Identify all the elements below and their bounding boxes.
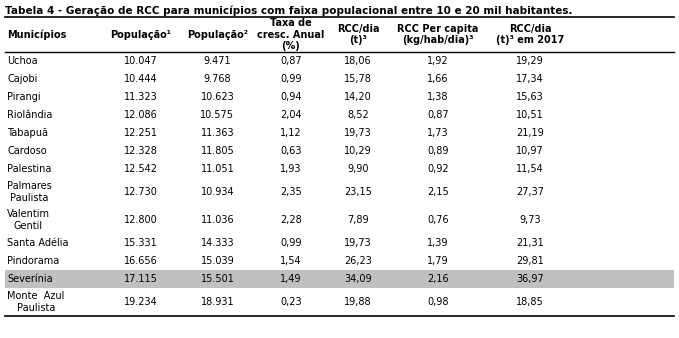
Text: 26,23: 26,23 (344, 256, 372, 266)
Text: 2,04: 2,04 (280, 110, 301, 120)
Text: 1,66: 1,66 (427, 74, 449, 84)
Text: Monte  Azul
Paulista: Monte Azul Paulista (7, 291, 65, 313)
Text: 18.931: 18.931 (200, 297, 234, 307)
Text: 10,97: 10,97 (516, 146, 544, 156)
Text: Taxa de
cresc. Anual
(%): Taxa de cresc. Anual (%) (257, 18, 325, 51)
Text: 12.328: 12.328 (124, 146, 158, 156)
Text: População²: População² (187, 29, 248, 40)
Text: 1,54: 1,54 (280, 256, 301, 266)
Text: 17.115: 17.115 (124, 274, 158, 284)
Text: 11,54: 11,54 (516, 164, 544, 174)
Text: 9.471: 9.471 (204, 56, 232, 66)
Text: 1,79: 1,79 (427, 256, 449, 266)
Text: 0,98: 0,98 (427, 297, 449, 307)
Text: 15.501: 15.501 (200, 274, 234, 284)
Text: Tabapuã: Tabapuã (7, 128, 48, 138)
Text: 8,52: 8,52 (347, 110, 369, 120)
Text: 0,99: 0,99 (280, 238, 301, 248)
Text: 1,73: 1,73 (427, 128, 449, 138)
Text: 0,87: 0,87 (427, 110, 449, 120)
Text: 9.768: 9.768 (204, 74, 232, 84)
Text: 1,39: 1,39 (427, 238, 449, 248)
Text: 12.800: 12.800 (124, 215, 158, 225)
Text: 11.323: 11.323 (124, 92, 158, 102)
Text: 36,97: 36,97 (516, 274, 544, 284)
Text: Palmares
Paulista: Palmares Paulista (7, 181, 52, 203)
Text: Uchoa: Uchoa (7, 56, 37, 66)
Text: 14.333: 14.333 (200, 238, 234, 248)
Text: 19,73: 19,73 (344, 238, 372, 248)
Text: Cajobi: Cajobi (7, 74, 37, 84)
Text: Riolândia: Riolândia (7, 110, 52, 120)
Text: 14,20: 14,20 (344, 92, 372, 102)
Text: 0,99: 0,99 (280, 74, 301, 84)
Text: 11.051: 11.051 (200, 164, 234, 174)
Text: 15.331: 15.331 (124, 238, 158, 248)
Text: 12.251: 12.251 (124, 128, 158, 138)
Text: População¹: População¹ (110, 29, 171, 40)
Text: 10.575: 10.575 (200, 110, 234, 120)
Text: 15.039: 15.039 (200, 256, 234, 266)
Text: 1,92: 1,92 (427, 56, 449, 66)
Text: Pirangi: Pirangi (7, 92, 41, 102)
Text: 15,78: 15,78 (344, 74, 372, 84)
Text: Tabela 4 - Geração de RCC para municípios com faixa populacional entre 10 e 20 m: Tabela 4 - Geração de RCC para município… (5, 5, 572, 16)
Text: RCC/dia
(t)³ em 2017: RCC/dia (t)³ em 2017 (496, 24, 564, 45)
Text: Cardoso: Cardoso (7, 146, 47, 156)
Text: 12.730: 12.730 (124, 187, 158, 197)
Text: Santa Adélia: Santa Adélia (7, 238, 69, 248)
Text: 17,34: 17,34 (516, 74, 544, 84)
Text: 23,15: 23,15 (344, 187, 372, 197)
Text: 19,29: 19,29 (516, 56, 544, 66)
Text: 10.047: 10.047 (124, 56, 158, 66)
Text: Municípios: Municípios (7, 29, 67, 40)
Text: 16.656: 16.656 (124, 256, 158, 266)
Text: 29,81: 29,81 (516, 256, 544, 266)
Text: 10.623: 10.623 (200, 92, 234, 102)
Text: 11.036: 11.036 (200, 215, 234, 225)
Text: 11.805: 11.805 (200, 146, 234, 156)
Text: 9,73: 9,73 (519, 215, 541, 225)
Text: 0,87: 0,87 (280, 56, 301, 66)
Text: 19,88: 19,88 (344, 297, 371, 307)
Text: 10,51: 10,51 (516, 110, 544, 120)
Text: Severínia: Severínia (7, 274, 53, 284)
Text: 10.934: 10.934 (200, 187, 234, 197)
Text: 10.444: 10.444 (124, 74, 158, 84)
Text: RCC Per capita
(kg/hab/dia)³: RCC Per capita (kg/hab/dia)³ (397, 24, 479, 45)
Text: 15,63: 15,63 (516, 92, 544, 102)
Text: 7,89: 7,89 (347, 215, 369, 225)
Text: 2,35: 2,35 (280, 187, 302, 197)
Text: Pindorama: Pindorama (7, 256, 59, 266)
Text: Palestina: Palestina (7, 164, 52, 174)
Text: 12.086: 12.086 (124, 110, 158, 120)
Text: 2,16: 2,16 (427, 274, 449, 284)
Text: 21,31: 21,31 (516, 238, 544, 248)
Text: 0,92: 0,92 (427, 164, 449, 174)
Text: 0,89: 0,89 (427, 146, 449, 156)
Text: 1,49: 1,49 (280, 274, 301, 284)
Text: 0,76: 0,76 (427, 215, 449, 225)
Text: Valentim
Gentil: Valentim Gentil (7, 209, 50, 231)
Text: 0,23: 0,23 (280, 297, 301, 307)
Text: 18,06: 18,06 (344, 56, 371, 66)
Text: 1,38: 1,38 (427, 92, 449, 102)
Text: 19.234: 19.234 (124, 297, 158, 307)
Text: 10,29: 10,29 (344, 146, 372, 156)
Text: 9,90: 9,90 (347, 164, 369, 174)
Text: 11.363: 11.363 (200, 128, 234, 138)
Text: 21,19: 21,19 (516, 128, 544, 138)
Text: 2,15: 2,15 (427, 187, 449, 197)
Text: 0,94: 0,94 (280, 92, 301, 102)
Text: 1,93: 1,93 (280, 164, 301, 174)
Text: 1,12: 1,12 (280, 128, 301, 138)
Text: RCC/dia
(t)³: RCC/dia (t)³ (337, 24, 379, 45)
Text: 2,28: 2,28 (280, 215, 302, 225)
Text: 0,63: 0,63 (280, 146, 301, 156)
Text: 18,85: 18,85 (516, 297, 544, 307)
Text: 19,73: 19,73 (344, 128, 372, 138)
Text: 27,37: 27,37 (516, 187, 544, 197)
Text: 34,09: 34,09 (344, 274, 371, 284)
Text: 12.542: 12.542 (124, 164, 158, 174)
